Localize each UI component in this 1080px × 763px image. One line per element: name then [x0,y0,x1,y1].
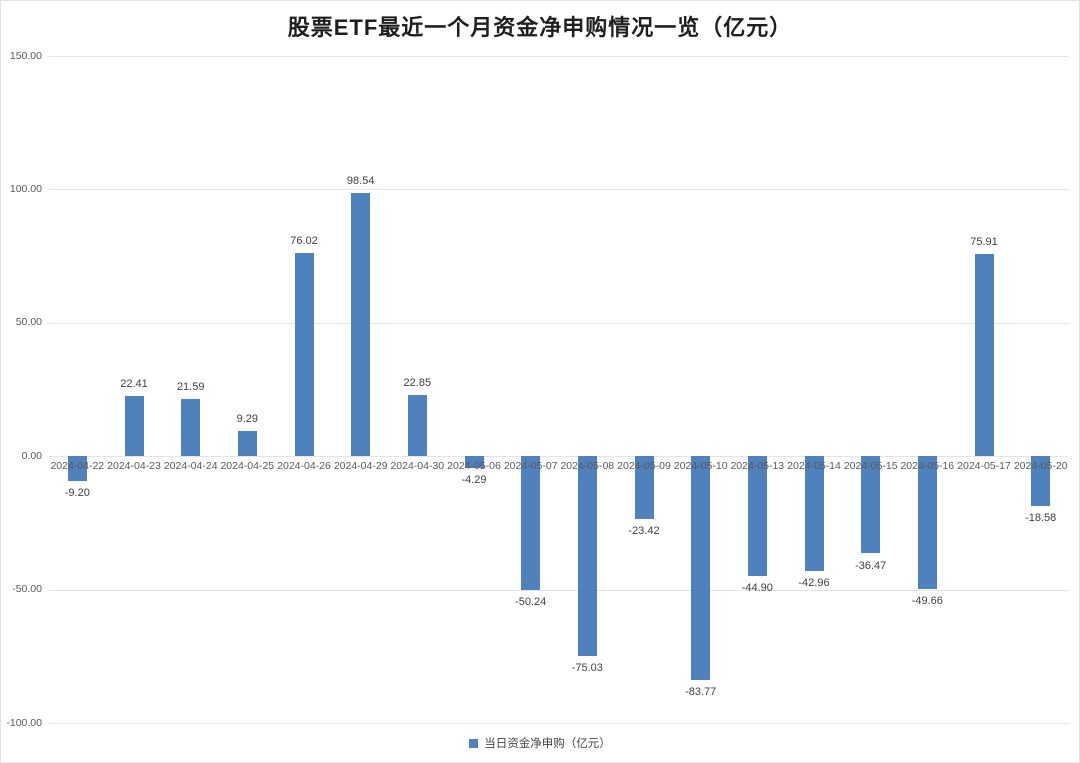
bar-value-label: -9.20 [64,486,90,499]
bar-value-label: 9.29 [236,413,258,426]
bar-value-label: 76.02 [290,235,318,248]
y-axis-tick-label: 100.00 [9,182,42,195]
legend: 当日资金净申购（亿元） [1,735,1079,751]
bar [917,456,937,589]
gridline [49,322,1069,324]
bar-value-label: -44.90 [741,582,773,594]
bar-value-label: -42.96 [798,576,830,589]
bar-value-label: -36.47 [855,559,887,572]
x-axis-category-label: 2024-04-30 [390,460,445,473]
bar [747,456,767,576]
bar-value-label: -83.77 [685,685,717,698]
bar [464,456,484,468]
bar [861,456,881,554]
bar-value-label: 22.85 [403,377,432,390]
bar [634,456,654,519]
bar-value-label: -50.24 [515,596,547,609]
bar [804,456,824,571]
bar [294,253,314,457]
bar [577,456,597,657]
bar [521,456,541,591]
bar [67,456,87,481]
x-axis-category-label: 2024-04-26 [277,460,331,473]
y-axis-tick-label: -100.00 [6,716,42,729]
x-axis-category-label: 2024-05-14 [787,460,841,473]
x-axis-category-label: 2024-04-24 [163,460,218,473]
bar-value-label: -18.58 [1025,511,1057,524]
x-axis-category-label: 2024-04-29 [333,460,388,473]
x-axis-category-label: 2024-05-16 [900,460,955,473]
x-axis-category-label: 2024-05-06 [447,460,501,473]
y-axis-tick-label: -50.00 [12,583,42,596]
bar-value-label: 22.41 [120,378,148,391]
x-axis-category-label: 2024-05-10 [673,460,728,473]
x-axis-category-label: 2024-05-08 [560,460,615,473]
bar-value-label: 21.59 [176,380,205,393]
bar [691,456,711,680]
bar [351,193,371,457]
x-axis-category-label: 2024-05-13 [730,460,785,473]
bar [237,431,257,457]
bar-value-label: 98.54 [346,175,375,188]
chart-title: 股票ETF最近一个月资金净申购情况一览（亿元） [287,15,793,40]
gridline [49,189,1069,191]
x-axis-category-label: 2024-05-09 [617,460,671,473]
bar [124,396,144,457]
legend-swatch-icon [469,738,479,748]
x-axis-category-label: 2024-05-07 [503,460,558,473]
y-axis-tick-label: 150.00 [9,49,42,62]
bar-value-label: -4.29 [461,473,487,486]
bar [974,253,994,457]
y-axis-tick-label: 0.00 [21,449,42,462]
bar-value-label: -49.66 [911,594,943,607]
bar [1031,456,1051,506]
bar-value-label: -75.03 [571,662,603,675]
x-axis-category-label: 2024-04-23 [107,460,161,473]
bar [407,395,427,457]
x-axis-category-label: 2024-04-25 [220,460,275,473]
legend-label: 当日资金净申购（亿元） [484,738,611,750]
gridline [49,56,1069,57]
gridline [49,723,1069,724]
x-axis-category-label: 2024-05-15 [843,460,898,473]
y-axis-tick-label: 50.00 [15,316,42,329]
bar-value-label: 75.91 [970,235,998,248]
x-axis-category-label: 2024-04-22 [50,460,105,473]
x-axis-category-label: 2024-05-17 [957,460,1011,473]
x-axis-category-label: 2024-05-20 [1013,460,1068,473]
gridline [49,589,1069,591]
bar [181,398,201,457]
bar-value-label: -23.42 [628,524,660,537]
gridline [49,456,1069,458]
